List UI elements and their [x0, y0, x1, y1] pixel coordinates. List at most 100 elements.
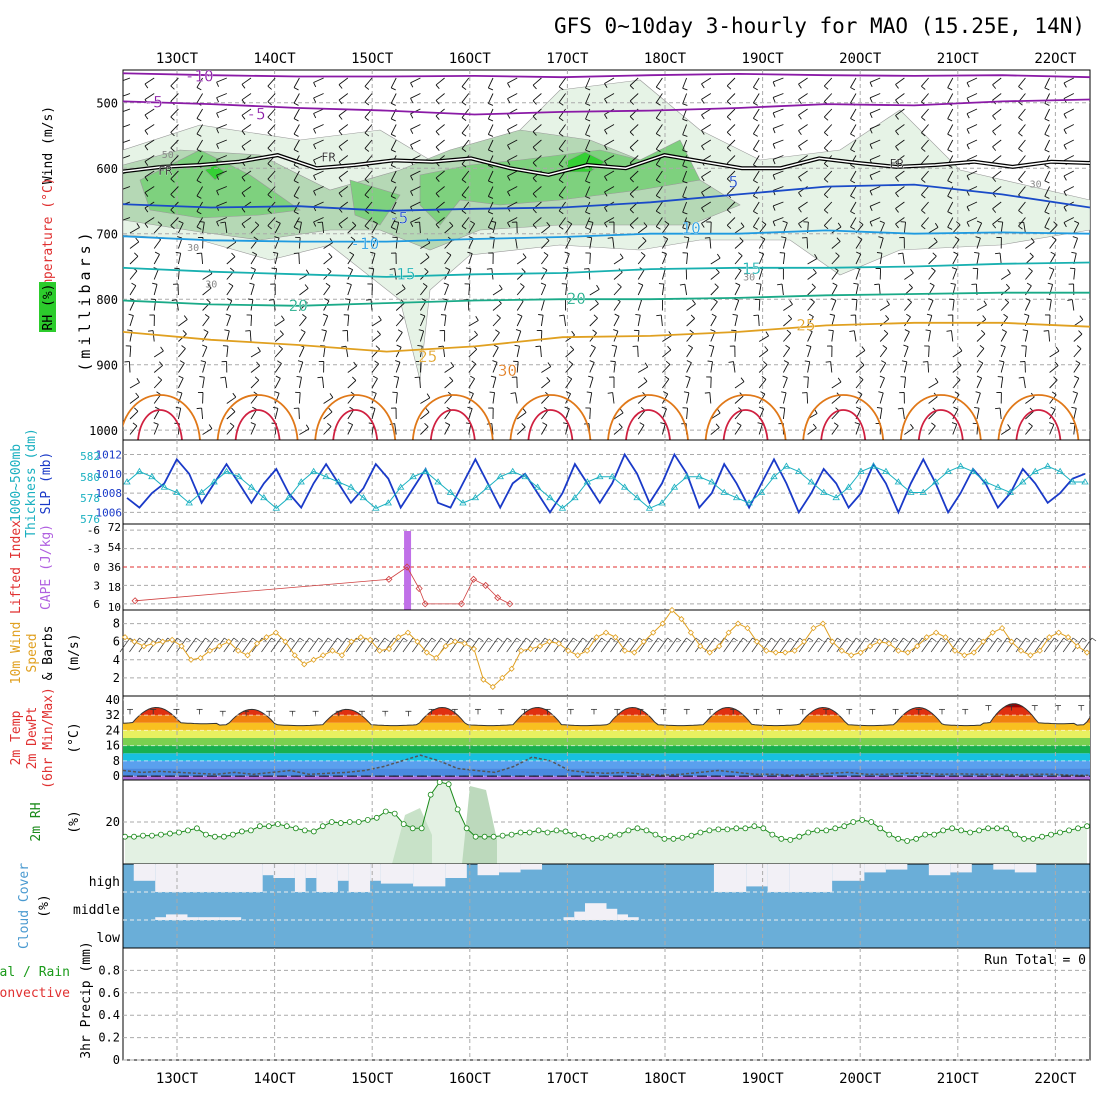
isotherm-line: [123, 98, 1090, 116]
pressure-tick-label: 500: [96, 97, 118, 111]
temp2m-label-1: 2m Temp: [9, 710, 24, 765]
wind-barb-flag: [569, 345, 575, 350]
wind10m-speed-point: [800, 638, 808, 645]
wind10m-barb: [770, 637, 782, 653]
wind10m-speed-point: [640, 638, 647, 645]
wind-barb: [992, 139, 1002, 148]
wind-barb: [420, 286, 428, 296]
wind-barb: [144, 93, 155, 100]
thickness-point: [633, 493, 641, 501]
wind10m-barb: [280, 637, 291, 653]
wind10m-speed-point: [734, 620, 742, 627]
cloud-layer-high: high: [89, 875, 120, 890]
wind-barb: [895, 186, 905, 194]
wind-barb: [153, 269, 159, 280]
wind10m-barb: [572, 637, 583, 653]
wind-barb: [224, 222, 228, 234]
wind10m-barb-flag: [516, 637, 521, 642]
wind-barb: [772, 77, 784, 83]
wind-barb: [293, 217, 300, 228]
wind10m-barb-flag: [176, 637, 182, 642]
wind-barb-flag: [837, 222, 842, 228]
wind-barb-flag: [391, 149, 396, 153]
wind-barb-flag: [881, 360, 886, 364]
wind-barb-flag: [396, 344, 402, 348]
wind-barb: [1073, 333, 1083, 342]
wind-barb: [947, 77, 954, 88]
rh-point: [796, 833, 803, 840]
wind-barb: [637, 381, 648, 389]
wind10m-barb-flag: [620, 637, 625, 642]
wind-barb: [177, 253, 182, 265]
wind-barb-flag: [317, 221, 323, 224]
wind-barb-flag: [202, 344, 208, 348]
wind-barb-flag: [558, 133, 564, 137]
wind-barb: [772, 170, 784, 176]
wind10m-speed-point: [1046, 634, 1053, 641]
wind-barb-flag: [281, 315, 285, 321]
temp-tick-label: 8: [113, 754, 120, 768]
wind-barb-flag: [976, 220, 982, 224]
wind10m-speed-point: [678, 615, 685, 623]
wind-barb: [1073, 319, 1084, 327]
wind-barb-flag: [947, 211, 953, 215]
wind-barb: [196, 77, 203, 88]
wind-barb: [807, 427, 817, 435]
wind-barb-flag: [758, 406, 764, 410]
rh-point: [427, 791, 434, 798]
wind10m-speed-point: [395, 634, 402, 641]
thickness-point: [297, 478, 305, 485]
wind10m-barb-flag: [478, 637, 484, 642]
wind-barb: [241, 108, 252, 116]
rh-point: [212, 833, 218, 840]
wind-barb: [966, 201, 978, 208]
wind-barb-flag: [783, 360, 789, 364]
wind-barb: [798, 201, 808, 209]
wind-barb-flag: [869, 175, 873, 181]
wind10m-speed-point: [386, 645, 393, 652]
wind-barb-flag: [1003, 313, 1008, 318]
precip-tick-label: 0.4: [98, 1008, 120, 1022]
wind-barb: [879, 333, 889, 342]
wind-barb-flag: [338, 115, 343, 120]
wind-barb: [216, 108, 227, 114]
wind-barb-flag: [196, 211, 202, 215]
wind-barb: [274, 253, 279, 265]
wind-barb: [468, 363, 477, 373]
wind-barb: [604, 93, 615, 100]
high-cloud-gap: [294, 864, 306, 892]
middle-cloud-gap: [198, 917, 220, 920]
pressure-axis-label: (millibars): [76, 228, 94, 371]
wind-barb-flag: [507, 129, 511, 135]
wind-barb-flag: [644, 362, 649, 368]
wind-barb-flag: [1063, 206, 1067, 212]
wind-barb-flag: [522, 408, 527, 413]
wind-barb-flag: [216, 81, 220, 87]
date-tick-top: 22OCT: [1034, 51, 1077, 67]
wind-barb: [869, 108, 881, 114]
wind-barb: [178, 319, 188, 327]
wind-barb-flag: [127, 329, 133, 332]
wind-barb-flag: [532, 162, 537, 167]
wind-barb-flag: [982, 315, 987, 320]
wind-barb-flag: [947, 226, 953, 230]
wind-barb-flag: [1018, 225, 1023, 230]
temp2m-label-2: 2m DewPt: [25, 707, 40, 770]
wind-barb: [444, 240, 453, 249]
wind-barb: [176, 299, 179, 311]
date-tick-bottom: 20OCT: [839, 1071, 882, 1087]
isotherm-line: [123, 183, 1090, 212]
wind10m-barb: [977, 637, 989, 653]
wind-barb: [726, 139, 736, 149]
wind-barb-flag: [716, 253, 721, 259]
top-date-ticks: 13OCT 14OCT 15OCT 16OCT 17OCT 18OCT 19OCT 20OCT…: [156, 51, 1077, 67]
wind-barb: [250, 365, 260, 373]
wind-barb: [267, 93, 276, 102]
wind-barb-flag: [136, 378, 140, 383]
wind-barb: [895, 201, 905, 209]
wind-barb: [123, 108, 131, 113]
wind10m-speed-point: [810, 625, 817, 632]
thickness-point: [882, 467, 890, 474]
wind-barb: [904, 272, 914, 280]
